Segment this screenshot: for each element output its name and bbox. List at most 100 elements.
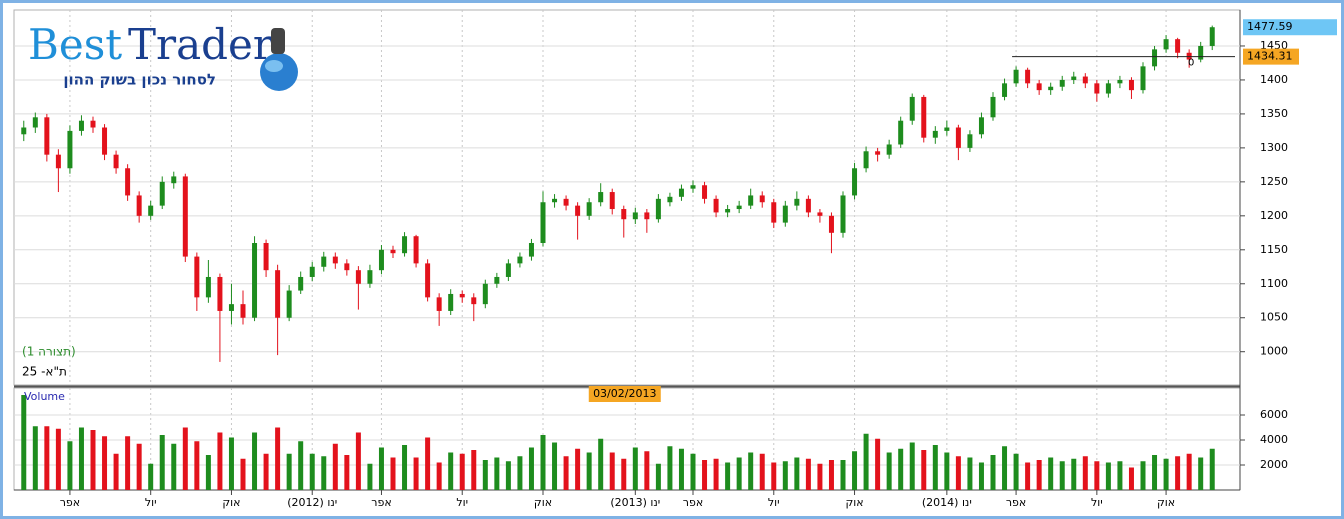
y-tick-label: 1200 bbox=[1260, 209, 1288, 222]
volume-bar bbox=[78, 427, 84, 490]
volume-bar bbox=[102, 436, 108, 490]
level-label: 1434.31 bbox=[1247, 50, 1293, 63]
candle-body bbox=[113, 154, 119, 169]
volume-bar bbox=[1186, 453, 1192, 490]
volume-bar bbox=[44, 426, 50, 490]
volume-bar bbox=[875, 438, 881, 490]
volume-bar bbox=[252, 432, 258, 490]
candle-body bbox=[921, 96, 927, 138]
volume-bar bbox=[886, 452, 892, 490]
candle-body bbox=[805, 198, 811, 213]
volume-bar bbox=[805, 458, 811, 490]
volume-bar bbox=[909, 442, 915, 490]
candle-body bbox=[159, 181, 165, 206]
candle-body bbox=[55, 154, 61, 169]
volume-bar bbox=[644, 451, 650, 490]
candle-body bbox=[275, 270, 281, 318]
candle-body bbox=[90, 120, 96, 128]
x-tick-label: (2012) ינו bbox=[287, 496, 337, 509]
candle-body bbox=[632, 212, 638, 220]
x-tick-label: יול bbox=[1091, 496, 1103, 509]
candle-body bbox=[967, 134, 973, 148]
candle-body bbox=[817, 212, 823, 216]
volume-bar bbox=[528, 447, 534, 490]
logo: Best Trader לסחור נכון בשוק ההון bbox=[28, 20, 298, 91]
volume-bar bbox=[482, 460, 488, 490]
y-tick-label: 4000 bbox=[1260, 433, 1288, 446]
candle-body bbox=[909, 96, 915, 121]
candle-body bbox=[1163, 39, 1169, 50]
volume-bar bbox=[321, 456, 327, 490]
candle-body bbox=[21, 127, 27, 135]
volume-bar bbox=[632, 447, 638, 490]
volume-bar bbox=[921, 450, 927, 490]
candle-body bbox=[1152, 49, 1158, 67]
candle-body bbox=[1059, 79, 1065, 87]
candle-body bbox=[263, 243, 269, 271]
volume-bar bbox=[205, 455, 211, 490]
volume-bar bbox=[228, 437, 234, 490]
volume-bar bbox=[494, 457, 500, 490]
volume-bar bbox=[655, 463, 661, 490]
volume-bar bbox=[702, 460, 708, 490]
volume-bar bbox=[736, 457, 742, 490]
volume-bar bbox=[978, 462, 984, 490]
y-tick-label: 1250 bbox=[1260, 175, 1288, 188]
candle-body bbox=[540, 202, 546, 244]
candle-body bbox=[136, 195, 142, 216]
candle-body bbox=[586, 202, 592, 216]
y-tick-label: 1400 bbox=[1260, 73, 1288, 86]
candle-body bbox=[217, 276, 223, 311]
candle-body bbox=[840, 195, 846, 233]
y-tick-label: 1000 bbox=[1260, 345, 1288, 358]
y-tick-label: 2000 bbox=[1260, 458, 1288, 471]
candle-body bbox=[1071, 76, 1077, 80]
volume-bar bbox=[413, 457, 419, 490]
x-tick-label: אפר bbox=[683, 496, 703, 509]
volume-bar bbox=[125, 436, 131, 490]
candle-body bbox=[1002, 83, 1008, 97]
candle-body bbox=[1175, 39, 1181, 53]
candle-body bbox=[332, 256, 338, 264]
volume-bar bbox=[678, 448, 684, 490]
volume-bar bbox=[1082, 456, 1088, 490]
volume-bar bbox=[21, 395, 27, 490]
chart-title: ת"א- 25 bbox=[22, 365, 67, 379]
candle-body bbox=[898, 120, 904, 145]
volume-bar bbox=[240, 458, 246, 490]
volume-bar bbox=[1048, 457, 1054, 490]
candle-body bbox=[1128, 79, 1134, 91]
candle-body bbox=[667, 196, 673, 203]
candle-body bbox=[725, 209, 731, 213]
candle-body bbox=[932, 130, 938, 138]
candle-body bbox=[194, 256, 200, 298]
volume-bar bbox=[713, 458, 719, 490]
volume-bar bbox=[332, 443, 338, 490]
volume-bar bbox=[1105, 462, 1111, 490]
x-tick-label: (2013) ינו bbox=[610, 496, 660, 509]
volume-bar bbox=[402, 445, 408, 490]
x-tick-label: אפר bbox=[60, 496, 80, 509]
candle-body bbox=[1198, 45, 1204, 60]
candle-body bbox=[552, 198, 558, 203]
volume-bar bbox=[148, 463, 154, 490]
volume-bar bbox=[182, 427, 188, 490]
candle-body bbox=[125, 168, 131, 196]
x-tick-label: יול bbox=[145, 496, 157, 509]
volume-bar bbox=[817, 463, 823, 490]
candle-body bbox=[240, 304, 246, 318]
x-tick-label: אוק bbox=[1157, 496, 1175, 509]
volume-bar bbox=[1163, 458, 1169, 490]
volume-bar bbox=[32, 426, 38, 490]
volume-bar bbox=[1036, 460, 1042, 490]
volume-bar bbox=[275, 427, 281, 490]
volume-bar bbox=[552, 442, 558, 490]
volume-bar bbox=[840, 460, 846, 490]
volume-bar bbox=[1059, 461, 1065, 490]
candle-body bbox=[828, 215, 834, 233]
volume-bar bbox=[782, 461, 788, 490]
candle-body bbox=[78, 120, 84, 131]
candle-body bbox=[459, 293, 465, 298]
volume-bar bbox=[378, 447, 384, 490]
volume-bar bbox=[828, 460, 834, 490]
